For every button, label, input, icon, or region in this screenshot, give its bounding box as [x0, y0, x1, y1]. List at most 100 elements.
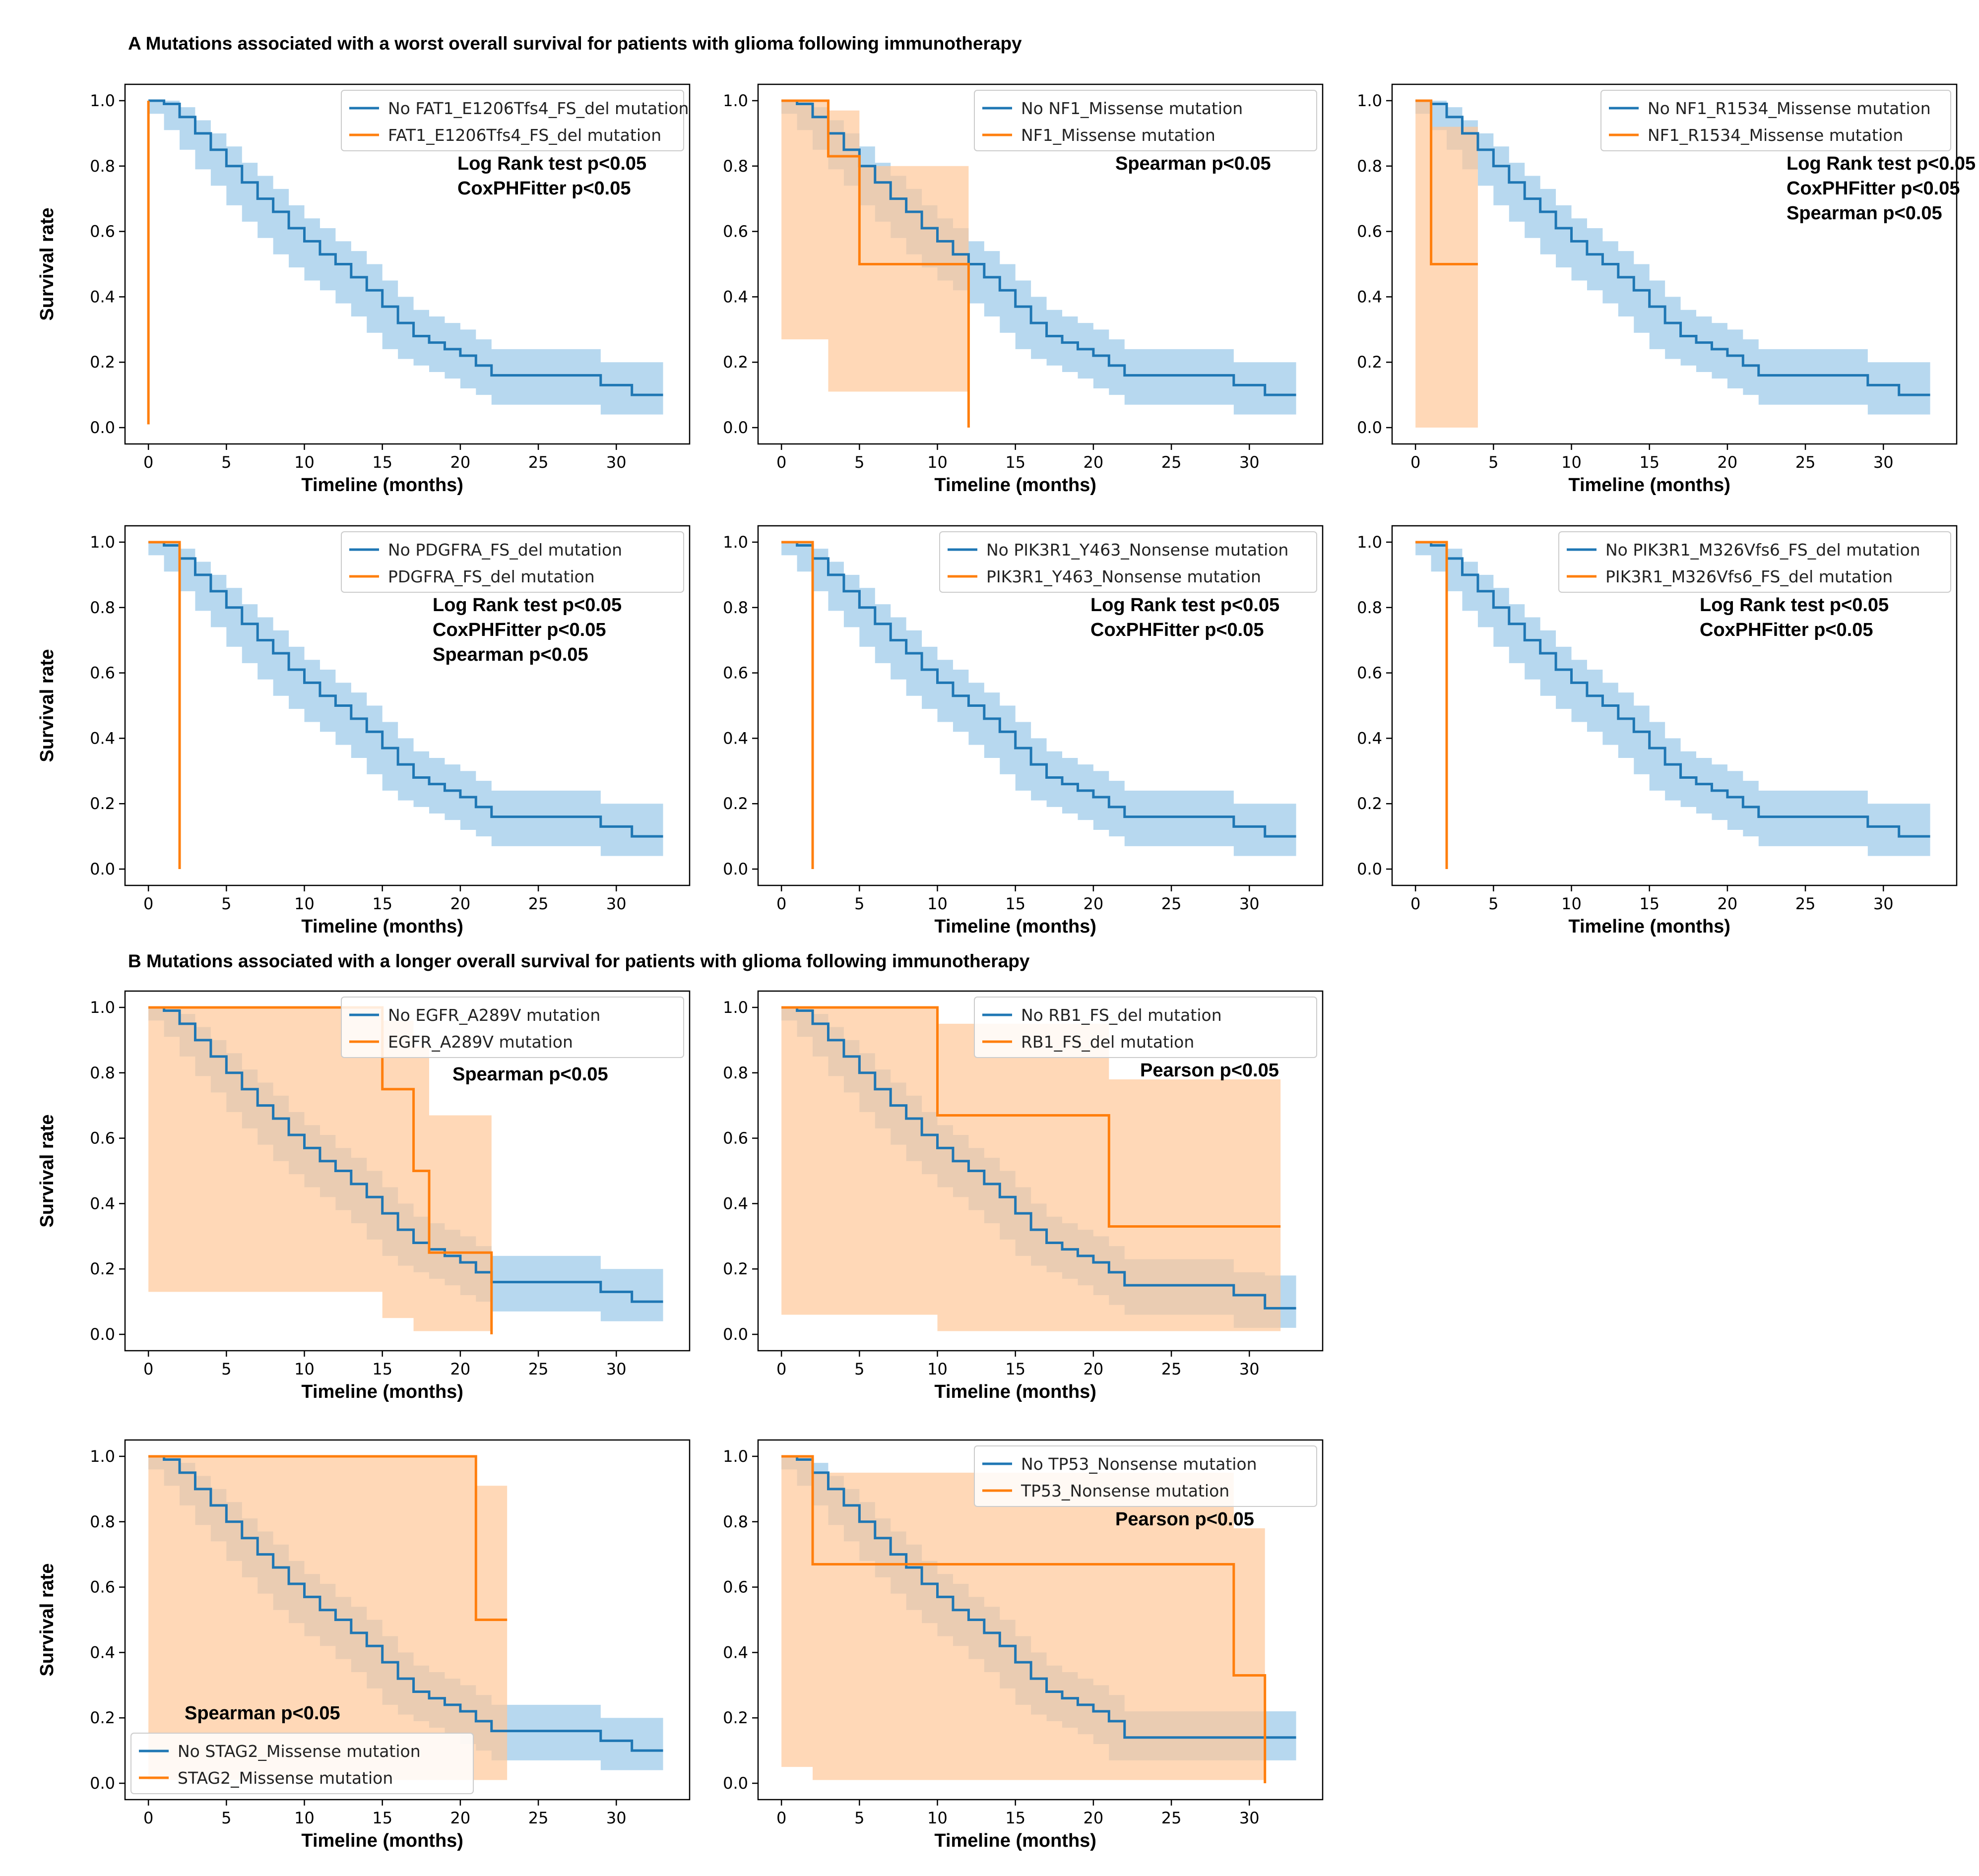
stat-annotation: Pearson p<0.05: [1115, 1509, 1254, 1530]
x-tick-label: 20: [1084, 1809, 1104, 1827]
x-tick-label: 5: [1488, 453, 1498, 472]
legend-box: [341, 531, 684, 593]
y-tick-label: 0.4: [723, 729, 748, 748]
plot-frame: [757, 1439, 1324, 1801]
x-tick-label: 0: [143, 894, 153, 913]
x-tick-label: 30: [1239, 894, 1260, 913]
legend-entry: No EGFR_A289V mutation: [388, 1005, 600, 1025]
plot-frame: [1391, 83, 1958, 445]
x-tick-label: 10: [1561, 894, 1582, 913]
plot-marks: [1415, 541, 1930, 870]
legend-box: [1600, 90, 1951, 151]
legend-box: [974, 90, 1317, 151]
legend-entry: EGFR_A289V mutation: [388, 1032, 573, 1052]
y-tick-label: 0.0: [723, 418, 748, 437]
legend-entry: No STAG2_Missense mutation: [178, 1742, 421, 1761]
y-tick-label: 0.8: [90, 598, 115, 617]
y-axis-label: Survival rate: [37, 1114, 58, 1227]
y-tick-label: 0.6: [90, 664, 115, 683]
x-tick-label: 10: [927, 453, 948, 472]
plot-marks: [1415, 99, 1930, 428]
x-tick-label: 10: [927, 894, 948, 913]
x-tick-label: 5: [854, 1360, 864, 1378]
panel-a2: 0 5 10 15 20 25 30 0.0 0.2 0.4 0.6 0.8 1.0 Timeline (…: [723, 83, 1324, 496]
legend: No RB1_FS_del mutation RB1_FS_del mutatio…: [974, 997, 1317, 1058]
x-tick-label: 15: [1005, 1360, 1025, 1378]
x-tick-label: 25: [528, 1809, 549, 1827]
mutation-ci-band: [781, 1007, 1281, 1331]
y-tick-label: 1.0: [1357, 91, 1382, 110]
legend-box: [341, 997, 684, 1058]
x-tick-label: 20: [450, 894, 471, 913]
x-tick-label: 25: [528, 453, 549, 472]
x-tick-label: 10: [1561, 453, 1582, 472]
x-tick-label: 20: [1718, 894, 1738, 913]
x-tick-label: 20: [450, 1360, 471, 1378]
plot-marks: [148, 1006, 663, 1335]
y-tick-label: 0.0: [90, 1325, 115, 1344]
x-tick-label: 30: [1239, 1360, 1260, 1378]
y-tick-label: 0.4: [1357, 729, 1382, 748]
stat-annotation: Log Rank test p<0.05: [1787, 153, 1976, 174]
mutation-ci-band: [781, 100, 969, 392]
y-tick-label: 0.6: [90, 1578, 115, 1597]
reference-survival-line: [781, 1455, 1296, 1739]
y-tick-label: 1.0: [723, 998, 748, 1017]
x-tick-label: 5: [854, 453, 864, 472]
stat-annotation: CoxPHFitter p<0.05: [457, 178, 631, 199]
legend-entry: PIK3R1_M326Vfs6_FS_del mutation: [1605, 567, 1893, 586]
y-tick-label: 0.0: [1357, 860, 1382, 878]
x-tick-label: 25: [1161, 453, 1182, 472]
legend-entry: STAG2_Missense mutation: [178, 1768, 393, 1788]
x-tick-label: 30: [1873, 894, 1894, 913]
y-tick-label: 0.4: [90, 287, 115, 306]
y-tick-label: 0.0: [723, 860, 748, 878]
y-tick-label: 0.2: [1357, 794, 1382, 813]
y-tick-label: 1.0: [90, 1447, 115, 1466]
y-tick-label: 0.8: [1357, 157, 1382, 176]
plot-frame: [757, 83, 1324, 445]
panel-b2: 0 5 10 15 20 25 30 0.0 0.2 0.4 0.6 0.8 1.0 Timeline (…: [723, 990, 1324, 1402]
y-tick-label: 0.6: [723, 222, 748, 241]
panel-b4: 0 5 10 15 20 25 30 0.0 0.2 0.4 0.6 0.8 1.0 Timeline (…: [723, 1439, 1324, 1851]
y-tick-label: 0.0: [90, 860, 115, 878]
stat-annotation: Spearman p<0.05: [452, 1064, 608, 1085]
x-tick-label: 10: [294, 894, 315, 913]
mutation-survival-line: [781, 1006, 1281, 1228]
y-tick-label: 0.2: [723, 794, 748, 813]
y-axis-label: Survival rate: [37, 1563, 58, 1676]
plot-frame: [124, 1439, 691, 1801]
y-tick-label: 0.8: [90, 1512, 115, 1531]
y-tick-label: 0.8: [723, 1063, 748, 1082]
reference-survival-line: [148, 541, 663, 838]
stat-annotation: CoxPHFitter p<0.05: [1700, 620, 1873, 640]
y-tick-label: 1.0: [90, 533, 115, 552]
x-tick-label: 15: [372, 1809, 392, 1827]
x-tick-label: 30: [606, 453, 627, 472]
legend: No NF1_Missense mutation NF1_Missense mut…: [974, 90, 1317, 151]
y-tick-label: 0.4: [1357, 287, 1382, 306]
y-tick-label: 0.2: [723, 1259, 748, 1278]
legend-entry: PIK3R1_Y463_Nonsense mutation: [986, 567, 1261, 586]
x-tick-label: 15: [1639, 894, 1660, 913]
y-axis-label: Survival rate: [37, 649, 58, 762]
stat-annotation: CoxPHFitter p<0.05: [1787, 178, 1960, 199]
y-tick-label: 0.0: [1357, 418, 1382, 437]
plot-marks: [781, 1455, 1296, 1784]
x-tick-label: 15: [1005, 453, 1025, 472]
y-tick-label: 0.6: [723, 664, 748, 683]
mutation-ci-band: [781, 1456, 1265, 1780]
y-tick-label: 1.0: [90, 998, 115, 1017]
y-tick-label: 0.4: [90, 1643, 115, 1662]
x-tick-label: 20: [1084, 1360, 1104, 1378]
x-tick-label: 30: [606, 894, 627, 913]
x-tick-label: 20: [450, 453, 471, 472]
plot-frame: [757, 990, 1324, 1352]
panel-a1: 0 5 10 15 20 25 30 0.0 0.2 0.4 0.6 0.8 1.0 Timeline (…: [37, 83, 691, 496]
legend-box: [341, 90, 684, 151]
x-tick-label: 5: [854, 894, 864, 913]
x-tick-label: 15: [372, 453, 392, 472]
stat-annotation: Log Rank test p<0.05: [457, 153, 646, 174]
y-tick-label: 0.2: [723, 1708, 748, 1727]
x-tick-label: 0: [1410, 894, 1420, 913]
